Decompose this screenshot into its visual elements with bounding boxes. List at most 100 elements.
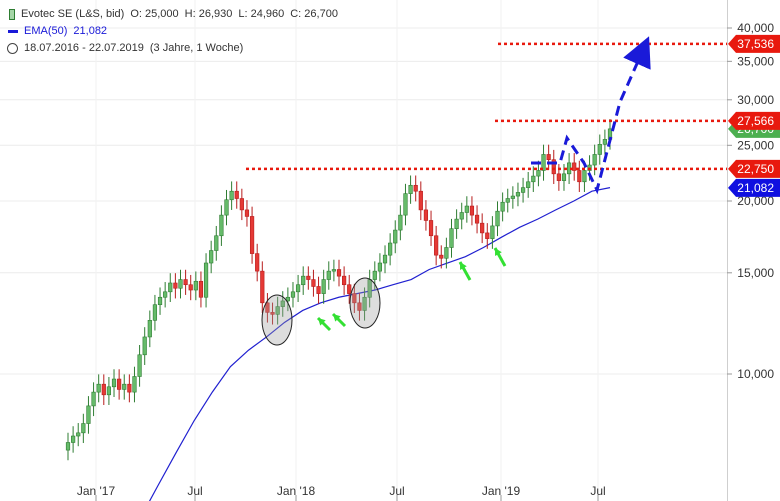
candle-body <box>137 354 142 377</box>
candle-body <box>249 216 255 254</box>
consolidation-ellipse-1 <box>261 294 293 346</box>
candle-body <box>311 279 316 287</box>
candle-body <box>301 275 306 286</box>
candle-body <box>439 254 444 259</box>
candle-body <box>101 383 106 396</box>
candle-body <box>474 214 480 224</box>
candle-body <box>469 205 475 216</box>
legend-row-ema: EMA(50) 21,082 <box>6 23 344 40</box>
resistance-tag <box>728 34 780 53</box>
candle-body <box>163 291 168 298</box>
candle-body <box>198 280 204 298</box>
candle-body <box>219 214 224 237</box>
candle-body <box>275 306 280 315</box>
candle-body <box>234 190 239 199</box>
candle-body <box>515 192 521 197</box>
candle-body <box>76 432 81 437</box>
candle-body <box>214 235 219 251</box>
candle-body <box>393 229 398 244</box>
legend-close: C: 26,700 <box>290 8 338 20</box>
candle-body <box>388 242 393 256</box>
candle-body <box>561 173 567 181</box>
candle-body <box>203 262 209 298</box>
candle-body <box>403 193 408 216</box>
candle-body <box>459 212 464 220</box>
candle-body <box>541 154 546 171</box>
grid <box>0 0 727 490</box>
candle-body <box>546 154 551 160</box>
candle-body <box>326 270 331 280</box>
resistance-tag-label: 22,750 <box>737 162 774 176</box>
candle-body <box>480 222 485 234</box>
candle-body <box>526 181 531 188</box>
candle-body <box>306 275 311 280</box>
candle-body <box>602 139 607 145</box>
candle-body <box>91 391 96 407</box>
candle-body <box>377 262 383 272</box>
candle-body <box>117 378 122 390</box>
candle-body <box>413 184 418 192</box>
candle-body <box>280 300 285 307</box>
candle-body <box>152 304 158 321</box>
candle-body <box>188 284 193 291</box>
candle-body <box>454 218 459 229</box>
candle-body <box>157 296 163 306</box>
legend-ema-value: 21,082 <box>73 25 108 37</box>
candle-body <box>147 320 152 338</box>
legend-high: H: 26,930 <box>184 8 233 20</box>
candle-body <box>244 209 250 217</box>
price-tag-label: 21,082 <box>737 181 774 195</box>
y-tick-label: 40,000 <box>737 21 774 35</box>
support-arrow-head <box>333 314 341 322</box>
support-arrow-head <box>318 318 326 326</box>
y-tick-label: 35,000 <box>737 54 774 68</box>
support-arrow-head <box>495 248 502 256</box>
candle-body <box>132 376 137 393</box>
candle-body <box>81 423 86 434</box>
candle-body <box>485 232 490 239</box>
ema50-line <box>148 187 611 501</box>
candle-body <box>229 190 234 201</box>
candle-body <box>270 312 275 315</box>
x-axis: Jan '17 Jul Jan '18 Jul Jan '19 Jul <box>77 484 606 501</box>
plot-area <box>0 0 728 501</box>
candle-body <box>255 253 260 272</box>
candle-body <box>71 435 76 443</box>
candle-icon <box>9 9 15 20</box>
candle-body <box>173 282 178 289</box>
candle-body <box>178 279 183 289</box>
x-tick-label: Jul <box>187 484 202 498</box>
legend-low: L: 24,960 <box>238 8 285 20</box>
candle-body <box>408 184 413 194</box>
support-arrows <box>316 247 507 332</box>
candle-body <box>331 269 336 272</box>
price-tag <box>728 178 780 197</box>
candle-body <box>464 205 469 213</box>
candle-body <box>357 302 362 311</box>
legend-ema-label: EMA(50) <box>24 25 68 37</box>
candle-body <box>505 198 510 203</box>
candle-body <box>428 220 434 237</box>
candle-body <box>342 275 347 286</box>
candle-body <box>295 284 301 293</box>
candle-body <box>285 296 290 302</box>
y-tick-label: 10,000 <box>737 367 774 381</box>
candle-body <box>490 225 495 239</box>
candle-body <box>382 254 388 264</box>
candle-body <box>500 201 505 212</box>
candle-body <box>398 214 403 231</box>
candle-body <box>127 383 132 393</box>
candle-body <box>183 279 188 286</box>
candle-body <box>572 162 577 171</box>
candle-body <box>96 383 101 393</box>
candle-body <box>122 383 127 390</box>
candle-body <box>444 247 449 259</box>
candle-body <box>316 286 321 294</box>
y-tick-label: 15,000 <box>737 266 774 280</box>
candle-body <box>372 270 377 280</box>
legend-span: (3 Jahre, 1 Woche) <box>149 42 244 54</box>
candle-body <box>592 154 597 166</box>
candle-body <box>347 284 352 294</box>
